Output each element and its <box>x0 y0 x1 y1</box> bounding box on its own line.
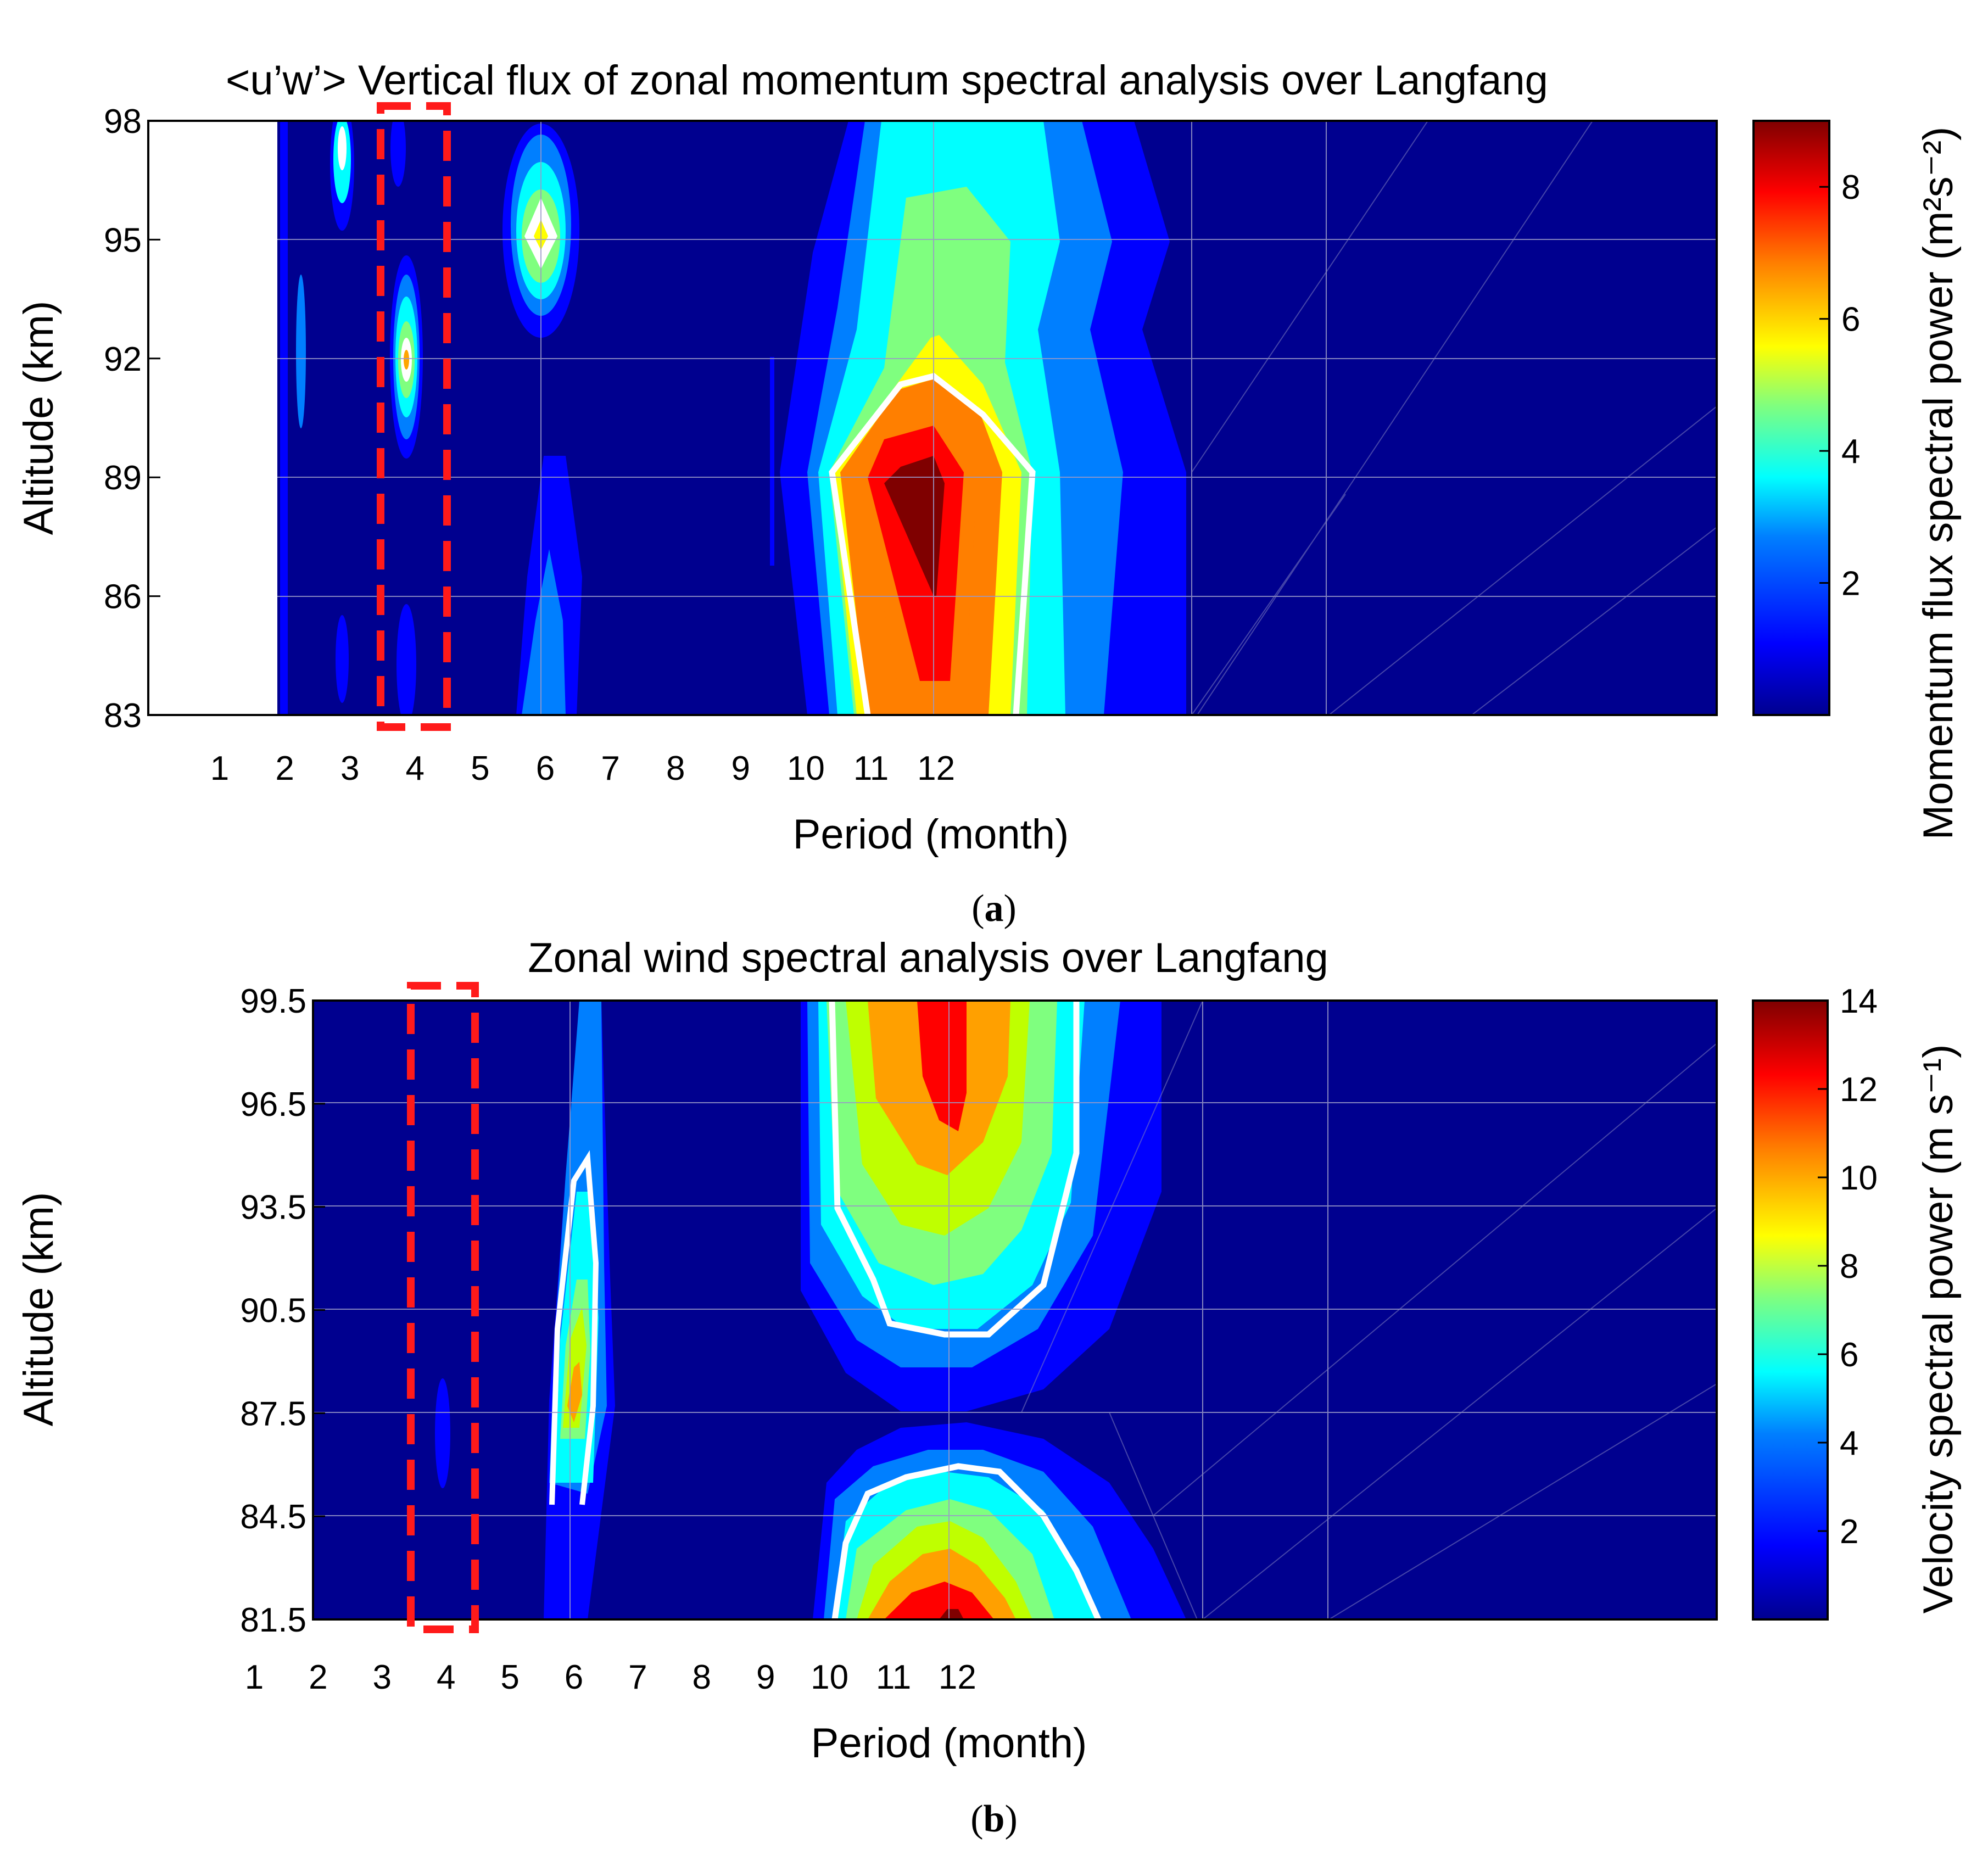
panel-a-blob-3-bottom <box>336 615 349 703</box>
panel-a-x-tick-label: 4 <box>406 750 425 787</box>
panel-b-upper-l7 <box>917 1001 967 1131</box>
panel-b-x-tick-label: 3 <box>373 1658 392 1696</box>
panel-b-lower-white-contour <box>831 1463 1102 1619</box>
panel-a-blob-4-bottom <box>397 604 416 715</box>
panel-a-x-ticks: 1 2 3 4 5 6 7 8 9 10 11 12 <box>210 750 955 787</box>
panel-b-x-tick-label: 1 <box>245 1658 264 1696</box>
panel-a-ylabel: Altitude (km) <box>15 301 62 535</box>
panel-b-colorbar-tick-label: 2 <box>1840 1513 1858 1551</box>
panel-a-streak-2b <box>296 275 306 428</box>
panel-b-x-tick-label: 7 <box>628 1658 647 1696</box>
panel-b-xlabel: Period (month) <box>811 1720 1087 1767</box>
panel-b-x-tick-label: 8 <box>693 1658 711 1696</box>
panel-a-y-tick-label: 86 <box>104 578 142 616</box>
panel-b-y-tick-label: 99.5 <box>240 982 306 1020</box>
panel-b-blob-6-peak <box>567 1362 582 1422</box>
panel-b-ylabel: Altitude (km) <box>15 1192 62 1427</box>
panel-b-colorbar-tick-label: 4 <box>1840 1425 1858 1462</box>
panel-b-y-tick-label: 90.5 <box>240 1292 306 1330</box>
panel-a-blob-6-low-l2 <box>522 549 566 715</box>
panel-a-colorbar-tick-label: 8 <box>1841 169 1860 206</box>
panel-b-upper-white-contour <box>829 1001 1080 1338</box>
panel-b-title: Zonal wind spectral analysis over Langfa… <box>528 935 1328 981</box>
panel-b-y-tick-label: 84.5 <box>240 1498 306 1536</box>
panel-b-x-tick-label: 5 <box>500 1658 519 1696</box>
panel-b-colorbar-tick-label: 10 <box>1840 1159 1878 1197</box>
panel-b-y-tick-label: 81.5 <box>240 1601 306 1639</box>
panel-b-caption: (b) <box>970 1798 1018 1840</box>
panel-a-x-tick-label: 6 <box>536 750 555 787</box>
panel-b-plot-area <box>313 1001 1717 1619</box>
panel-a-x-tick-label: 11 <box>853 750 889 787</box>
panel-a-colorbar <box>1752 120 1830 716</box>
panel-b-colorbar-label: Velocity spectral power (m s⁻¹) <box>1915 1044 1962 1614</box>
panel-b-y-ticks: 99.5 96.5 93.5 90.5 87.5 84.5 81.5 <box>240 982 325 1639</box>
panel-b-colorbar-tick-label: 6 <box>1840 1336 1858 1374</box>
panel-b-colorbar-tick-label: 14 <box>1840 982 1878 1020</box>
panel-b-y-tick-label: 87.5 <box>240 1395 306 1433</box>
panel-b-highlight-box <box>407 982 479 1633</box>
panel-a-hatch <box>1191 121 1716 715</box>
panel-a-plot-area <box>148 121 1716 715</box>
panel-a-contour-12-peak <box>884 456 945 596</box>
panel-a-x-tick-label: 12 <box>917 750 955 787</box>
panel-a-grid <box>277 121 1716 715</box>
panel-a-blob-4-peak <box>404 350 409 370</box>
panel-a-x-tick-label: 9 <box>731 750 750 787</box>
panel-b-lower-l7 <box>884 1582 994 1619</box>
panel-a-y-tick-label: 95 <box>104 221 142 259</box>
panel-b-lower-peak <box>939 1609 964 1619</box>
panel-a-blank-region <box>148 121 277 715</box>
panel-a-colorbar-tick-label: 6 <box>1841 301 1860 339</box>
panel-b-colorbar-tick-label: 8 <box>1840 1248 1858 1286</box>
panel-b-x-tick-label: 4 <box>437 1658 455 1696</box>
panel-b-blob-4 <box>435 1378 450 1488</box>
panel-a-x-tick-label: 2 <box>275 750 294 787</box>
panel-a-y-tick-label: 89 <box>104 459 142 497</box>
panel-b-y-tick-label: 93.5 <box>240 1189 306 1227</box>
panel-b-x-tick-label: 9 <box>756 1658 775 1696</box>
panel-a-x-tick-label: 1 <box>210 750 229 787</box>
panel-a-caption: (a) <box>971 887 1017 930</box>
panel-a-highlight-box <box>377 102 451 731</box>
panel-a: <u’w’> Vertical flux of zonal momentum s… <box>15 57 1962 930</box>
panel-a-blob-4-top <box>390 121 406 187</box>
panel-a-title: <u’w’> Vertical flux of zonal momentum s… <box>226 57 1548 104</box>
panel-b: Zonal wind spectral analysis over Langfa… <box>15 935 1962 1840</box>
panel-a-x-tick-label: 5 <box>471 750 489 787</box>
panel-b-x-ticks: 1 2 3 4 5 6 7 8 9 10 11 12 <box>245 1658 976 1696</box>
panel-b-x-tick-label: 10 <box>811 1658 848 1696</box>
panel-a-y-tick-label: 83 <box>104 697 142 735</box>
panel-b-x-tick-label: 6 <box>565 1658 583 1696</box>
panel-a-colorbar-tick-label: 4 <box>1841 433 1860 471</box>
panel-b-x-tick-label: 2 <box>309 1658 327 1696</box>
panel-b-y-tick-label: 96.5 <box>240 1086 306 1124</box>
panel-b-x-tick-label: 11 <box>876 1658 911 1696</box>
panel-a-x-tick-label: 7 <box>601 750 619 787</box>
panel-a-y-tick-label: 98 <box>104 103 142 141</box>
panel-a-xlabel: Period (month) <box>793 811 1069 858</box>
panel-a-y-ticks: 98 95 92 89 86 83 <box>104 103 160 735</box>
panel-a-x-tick-label: 8 <box>666 750 685 787</box>
panel-b-blob-6-white <box>549 1150 599 1505</box>
panel-b-colorbar <box>1752 999 1829 1621</box>
panel-b-colorbar-tick-label: 12 <box>1840 1071 1878 1109</box>
panel-a-x-tick-label: 10 <box>787 750 825 787</box>
panel-b-colorbar-ticks: 14 12 10 8 6 4 2 <box>1818 982 1878 1551</box>
panel-a-y-tick-label: 92 <box>104 340 142 378</box>
panel-a-x-tick-label: 3 <box>340 750 359 787</box>
panel-a-colorbar-ticks: 8 6 4 2 <box>1819 169 1860 603</box>
panel-a-streak-2 <box>280 121 288 715</box>
panel-a-blob-3-peak <box>338 126 347 170</box>
panel-b-grid <box>313 1001 1717 1619</box>
panel-b-x-tick-label: 12 <box>939 1658 976 1696</box>
panel-a-colorbar-tick-label: 2 <box>1841 565 1860 603</box>
panel-b-hatch <box>1021 1001 1717 1619</box>
panel-a-axes-box <box>147 120 1718 716</box>
panel-a-colorbar-label: Momentum flux spectral power (m²s⁻²) <box>1915 127 1962 840</box>
panel-a-streak-10 <box>770 357 774 566</box>
